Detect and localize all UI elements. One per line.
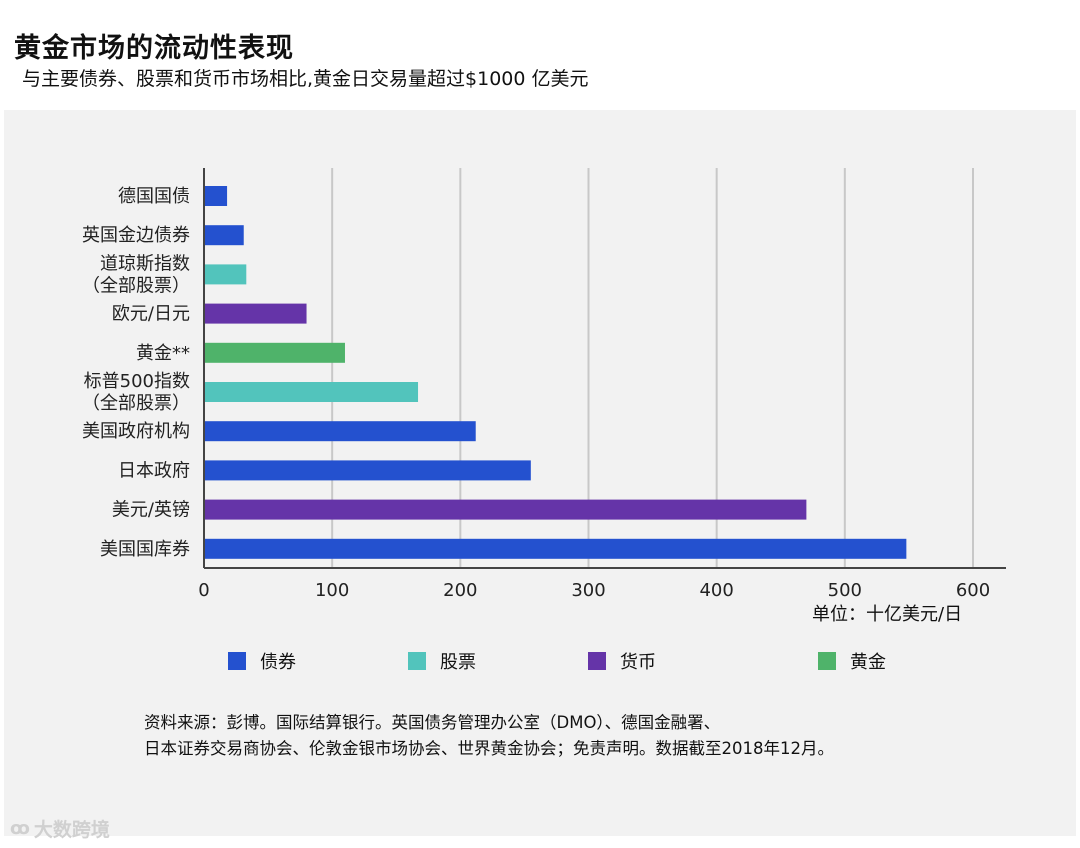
bar-2 bbox=[204, 264, 247, 285]
x-tick-label-0: 0 bbox=[198, 580, 209, 601]
x-tick-label-100: 100 bbox=[315, 580, 349, 601]
category-label-6: 美国政府机构 bbox=[82, 421, 190, 442]
legend-item-bonds: 债券 bbox=[228, 648, 296, 674]
category-label-5: 标普500指数（全部股票） bbox=[82, 371, 190, 414]
legend-label-currency: 货币 bbox=[620, 652, 656, 673]
bar-1 bbox=[204, 225, 244, 246]
watermark: ꝏ 大数跨境 bbox=[10, 815, 110, 842]
legend-label-bonds: 债券 bbox=[260, 652, 296, 673]
legend-swatch-bonds bbox=[228, 652, 246, 670]
source-line-1: 资料来源：彭博。国际结算银行。英国债务管理办公室（DMO）、德国金融署、 bbox=[144, 713, 721, 732]
eye-logo-icon: ꝏ bbox=[10, 818, 30, 839]
bars bbox=[204, 186, 907, 559]
bar-4 bbox=[204, 342, 345, 363]
chart-title: 黄金市场的流动性表现 bbox=[14, 33, 294, 64]
category-label-9: 美国国库券 bbox=[100, 539, 190, 560]
legend-item-currency: 货币 bbox=[588, 648, 656, 674]
chart-subtitle: 与主要债券、股票和货币市场相比,黄金日交易量超过$1000 亿美元 bbox=[22, 68, 589, 90]
bar-5 bbox=[204, 382, 419, 402]
bar-6 bbox=[204, 421, 476, 442]
x-tick-label-200: 200 bbox=[443, 580, 477, 601]
legend-swatch-currency bbox=[588, 652, 606, 670]
legend-label-stocks: 股票 bbox=[440, 652, 476, 673]
legend-item-gold: 黄金 bbox=[818, 648, 886, 674]
category-label-3: 欧元/日元 bbox=[112, 304, 190, 325]
source-note: 资料来源：彭博。国际结算银行。英国债务管理办公室（DMO）、德国金融署、 日本证… bbox=[144, 710, 834, 762]
watermark-text: 大数跨境 bbox=[33, 819, 110, 841]
category-label-0: 德国国债 bbox=[118, 186, 190, 207]
legend-swatch-stocks bbox=[408, 652, 426, 670]
category-label-8: 美元/英镑 bbox=[112, 500, 190, 521]
bar-9 bbox=[204, 538, 907, 559]
category-label-4: 黄金** bbox=[136, 343, 190, 364]
x-tick-labels: 0 100 200 300 400 500 600 bbox=[198, 580, 990, 601]
x-tick-label-600: 600 bbox=[956, 580, 990, 601]
category-label-1: 英国金边债券 bbox=[82, 225, 190, 246]
chart-panel bbox=[4, 110, 1076, 836]
bar-7 bbox=[204, 460, 531, 481]
legend-swatch-gold bbox=[818, 652, 836, 670]
category-label-7: 日本政府 bbox=[118, 460, 190, 481]
x-tick-label-500: 500 bbox=[828, 580, 862, 601]
bar-8 bbox=[204, 499, 807, 520]
legend-label-gold: 黄金 bbox=[850, 652, 886, 673]
category-label-2: 道琼斯指数（全部股票） bbox=[82, 253, 190, 296]
bar-0 bbox=[204, 186, 228, 206]
x-tick-label-400: 400 bbox=[699, 580, 733, 601]
legend-item-stocks: 股票 bbox=[408, 648, 476, 674]
source-line-2: 日本证券交易商协会、伦敦金银市场协会、世界黄金协会；免责声明。数据截至2018年… bbox=[144, 739, 834, 758]
x-tick-label-300: 300 bbox=[571, 580, 605, 601]
unit-label: 单位：十亿美元/日 bbox=[812, 604, 963, 625]
bar-3 bbox=[204, 303, 307, 324]
